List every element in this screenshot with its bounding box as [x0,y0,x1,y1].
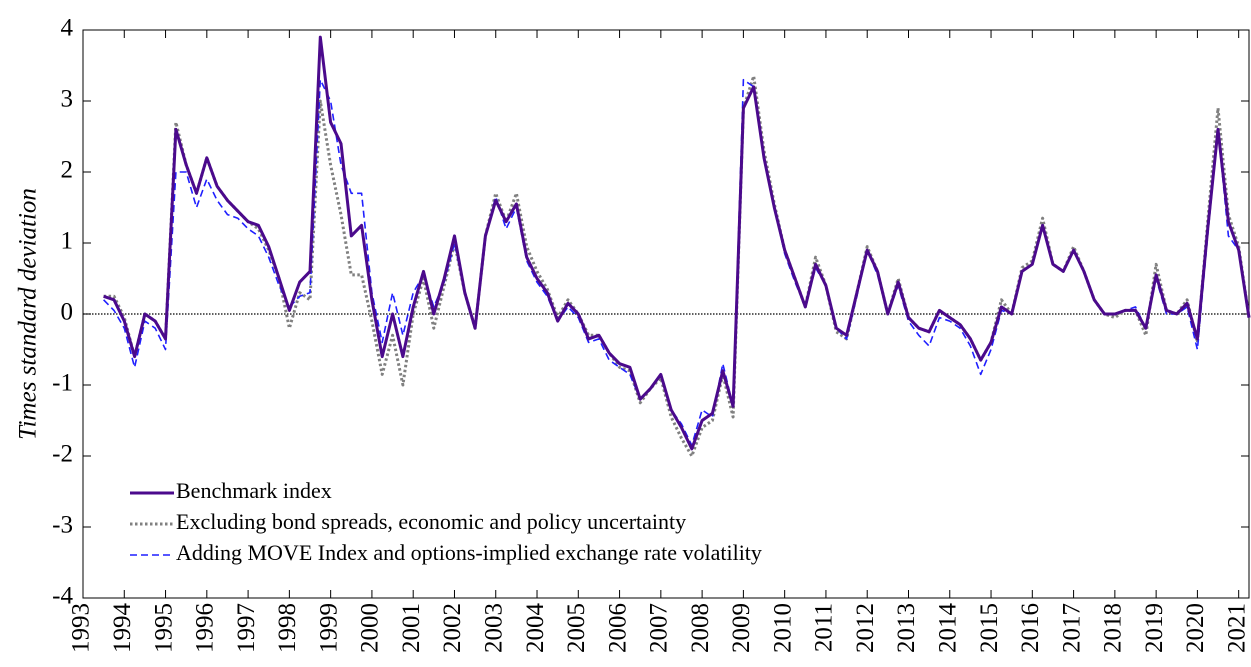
x-tick-label: 2010 [769,603,796,653]
x-tick-label: 2016 [1017,603,1044,653]
x-tick-label: 2018 [1100,603,1127,653]
x-tick-label: 2004 [522,603,549,654]
x-tick-label: 2005 [563,603,590,653]
y-tick-label: -4 [52,583,73,610]
y-axis-label: Times standard deviation [15,188,42,440]
x-tick-label: 2001 [398,603,425,653]
y-tick-label: 4 [61,15,74,42]
x-tick-label: 2013 [893,603,920,653]
x-tick-label: 2008 [687,603,714,653]
x-tick-label: 2021 [1223,603,1250,653]
series-line [103,74,1251,458]
x-tick-label: 2006 [604,603,631,653]
y-tick-label: 1 [61,228,74,255]
y-tick-label: -1 [52,370,73,397]
x-tick-label: 1996 [192,603,219,653]
x-tick-label: 2019 [1141,603,1168,653]
x-tick-label: 2014 [934,603,961,654]
x-tick-label: 2011 [811,603,838,652]
x-tick-label: 2003 [480,603,507,653]
y-tick-label: 0 [61,299,74,326]
x-tick-label: 1998 [274,603,301,653]
y-tick-label: -2 [52,441,73,468]
x-tick-label: 1997 [233,603,260,653]
x-tick-label: 2007 [646,603,673,653]
x-tick-label: 1994 [109,603,136,654]
legend-label: Benchmark index [176,478,332,503]
x-tick-label: 2012 [852,603,879,653]
x-tick-label: 2002 [439,603,466,653]
x-tick-label: 1995 [150,603,177,653]
y-tick-label: -3 [52,512,73,539]
legend-label: Adding MOVE Index and options-implied ex… [176,540,762,565]
legend-label: Excluding bond spreads, economic and pol… [176,509,686,534]
x-tick-label: 2000 [357,603,384,653]
y-tick-label: 2 [61,157,74,184]
x-tick-label: 2017 [1058,603,1085,653]
x-tick-label: 1993 [68,603,95,653]
x-tick-label: 2009 [728,603,755,653]
x-tick-label: 1999 [315,603,342,653]
y-tick-label: 3 [61,86,74,113]
series-line [103,35,1251,451]
x-tick-label: 2015 [976,603,1003,653]
x-tick-label: 2020 [1182,603,1209,653]
